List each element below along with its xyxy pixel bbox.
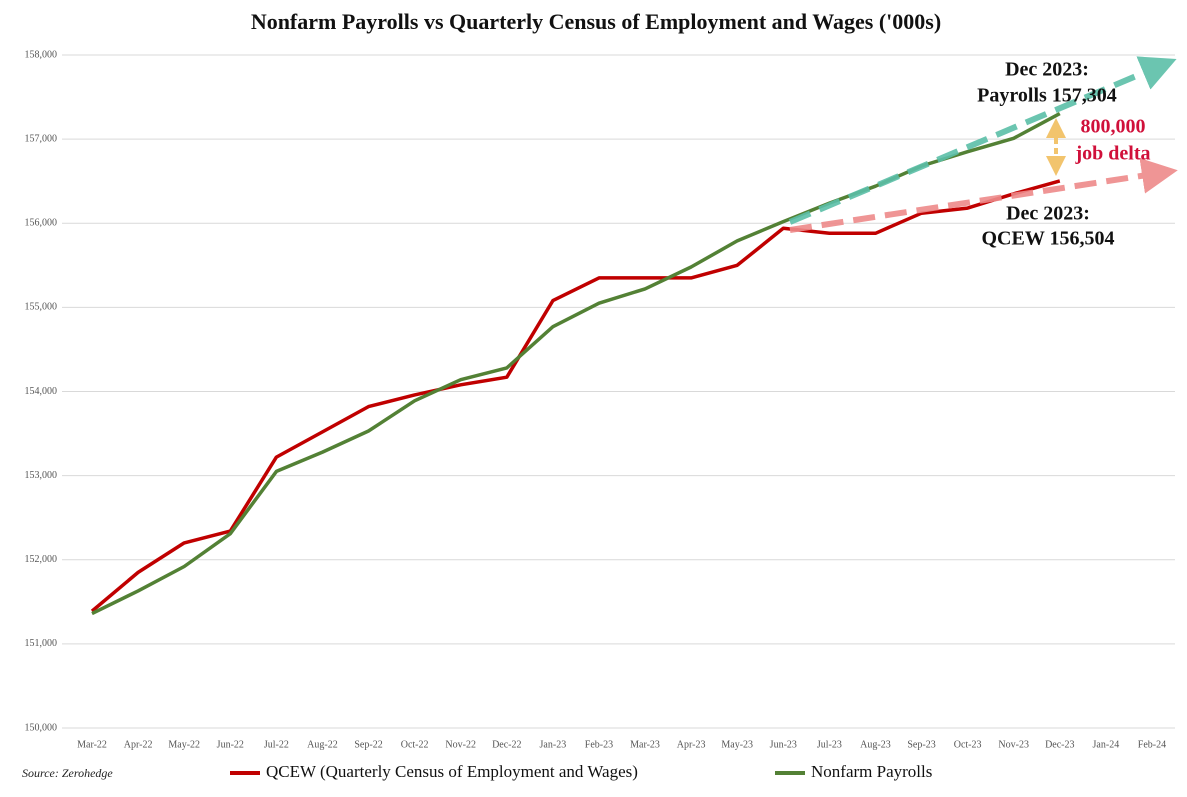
annotation: 800,000 bbox=[1081, 116, 1146, 138]
series-line bbox=[90, 179, 1061, 613]
x-tick-label: Sep-22 bbox=[354, 739, 382, 750]
x-tick-label: Dec-22 bbox=[492, 739, 521, 750]
x-tick-label: Nov-22 bbox=[445, 739, 476, 750]
x-tick-label: Oct-23 bbox=[954, 739, 982, 750]
annotation: Payrolls 157,304 bbox=[977, 85, 1117, 107]
y-tick-label: 152,000 bbox=[25, 554, 58, 565]
legend-label: QCEW (Quarterly Census of Employment and… bbox=[266, 762, 638, 781]
source: Source: Zerohedge bbox=[22, 766, 113, 780]
x-tick-label: Jun-23 bbox=[770, 739, 797, 750]
x-tick-label: Mar-22 bbox=[77, 739, 107, 750]
x-tick-label: Mar-23 bbox=[630, 739, 660, 750]
x-tick-label: Feb-24 bbox=[1138, 739, 1166, 750]
x-tick-label: Jan-24 bbox=[1093, 739, 1120, 750]
trend-arrow bbox=[788, 56, 1177, 225]
x-tick-label: Apr-22 bbox=[124, 739, 153, 750]
series-line bbox=[91, 112, 1061, 616]
chart-title: Nonfarm Payrolls vs Quarterly Census of … bbox=[251, 9, 941, 34]
x-tick-label: Jul-23 bbox=[817, 739, 842, 750]
legend: QCEW (Quarterly Census of Employment and… bbox=[230, 762, 932, 781]
annotation: Dec 2023: bbox=[1005, 59, 1089, 81]
y-tick-label: 158,000 bbox=[25, 49, 58, 60]
y-tick-label: 155,000 bbox=[25, 302, 58, 313]
annotation: Dec 2023: bbox=[1006, 203, 1090, 225]
x-tick-label: Jul-22 bbox=[264, 739, 289, 750]
x-tick-label: Sep-23 bbox=[907, 739, 935, 750]
x-tick-label: Oct-22 bbox=[401, 739, 429, 750]
legend-label: Nonfarm Payrolls bbox=[811, 762, 932, 781]
x-tick-label: Jan-23 bbox=[540, 739, 567, 750]
annotation: job delta bbox=[1075, 143, 1151, 165]
x-tick-label: Dec-23 bbox=[1045, 739, 1074, 750]
trend-arrow bbox=[789, 157, 1178, 233]
x-tick-label: Aug-23 bbox=[860, 739, 891, 750]
y-tick-label: 150,000 bbox=[25, 722, 58, 733]
x-tick-label: Feb-23 bbox=[585, 739, 613, 750]
y-tick-label: 153,000 bbox=[25, 470, 58, 481]
y-tick-label: 157,000 bbox=[25, 133, 58, 144]
x-tick-label: Jun-22 bbox=[217, 739, 244, 750]
x-tick-label: May-23 bbox=[721, 739, 753, 750]
x-tick-label: Aug-22 bbox=[307, 739, 338, 750]
lines bbox=[90, 112, 1061, 616]
x-tick-label: May-22 bbox=[168, 739, 200, 750]
x-tick-label: Nov-23 bbox=[998, 739, 1029, 750]
y-tick-label: 151,000 bbox=[25, 638, 58, 649]
y-tick-label: 156,000 bbox=[25, 218, 58, 229]
annotation: QCEW 156,504 bbox=[982, 228, 1115, 250]
grid: 150,000 151,000 152,000 153,000 154,000 155,0… bbox=[25, 49, 1175, 750]
x-tick-label: Apr-23 bbox=[677, 739, 706, 750]
y-tick-label: 154,000 bbox=[25, 386, 58, 397]
